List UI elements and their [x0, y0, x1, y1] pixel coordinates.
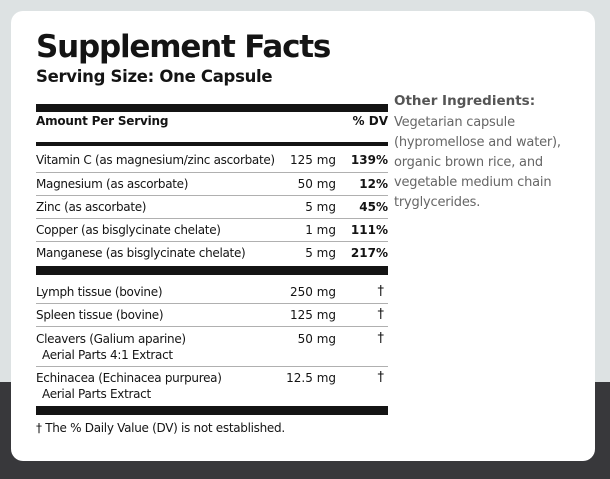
table-row: Spleen tissue (bovine) 125 mg † [36, 307, 388, 323]
table-row: Echinacea (Echinacea purpurea) Aerial Pa… [36, 370, 388, 402]
ingredient-subname: Aerial Parts Extract [42, 387, 151, 401]
ingredient-name: Cleavers (Galium aparine) [36, 332, 186, 346]
nutrient-name: Manganese (as bisglycinate chelate) [36, 246, 246, 260]
thick-divider-middle [36, 266, 388, 275]
nutrient-name: Vitamin C (as magnesium/zinc ascorbate) [36, 153, 275, 167]
row-divider [36, 218, 388, 219]
nutrient-name: Copper (as bisglycinate chelate) [36, 223, 221, 237]
row-divider [36, 172, 388, 173]
row-divider [36, 366, 388, 367]
thick-divider-bottom [36, 406, 388, 415]
row-divider [36, 241, 388, 242]
nutrient-amount: 5 mg [305, 200, 336, 214]
dagger-mark: † [377, 307, 385, 322]
amount-per-serving-label: Amount Per Serving [36, 114, 169, 128]
ingredient-subname: Aerial Parts 4:1 Extract [42, 348, 173, 362]
nutrient-amount: 125 mg [289, 153, 336, 167]
nutrient-dv: 12% [359, 177, 388, 191]
footnote: † The % Daily Value (DV) is not establis… [36, 421, 285, 435]
dagger-mark: † [377, 331, 385, 346]
ingredient-name: Echinacea (Echinacea purpurea) [36, 371, 222, 385]
nutrient-dv: 45% [359, 200, 388, 214]
daily-value-header: % DV [352, 114, 388, 128]
ingredient-amount: 12.5 mg [286, 371, 336, 385]
table-row: Cleavers (Galium aparine) Aerial Parts 4… [36, 331, 388, 363]
dagger-mark: † [377, 284, 385, 299]
table-row: Manganese (as bisglycinate chelate) 5 mg… [36, 245, 388, 261]
other-ingredients-title: Other Ingredients: [394, 93, 536, 109]
supplement-facts-title: Supplement Facts [36, 29, 331, 65]
table-row: Copper (as bisglycinate chelate) 1 mg 11… [36, 222, 388, 238]
nutrient-dv: 111% [350, 223, 388, 237]
table-header-row: Amount Per Serving % DV [36, 114, 388, 134]
table-row: Vitamin C (as magnesium/zinc ascorbate) … [36, 152, 388, 168]
row-divider [36, 195, 388, 196]
medium-divider [36, 142, 388, 146]
nutrient-dv: 217% [350, 246, 388, 260]
dagger-mark: † [377, 370, 385, 385]
nutrient-dv: 139% [350, 153, 388, 167]
ingredient-amount: 50 mg [297, 332, 336, 346]
serving-size: Serving Size: One Capsule [36, 67, 273, 86]
table-row: Zinc (as ascorbate) 5 mg 45% [36, 199, 388, 215]
ingredient-amount: 125 mg [289, 308, 336, 322]
table-row: Lymph tissue (bovine) 250 mg † [36, 284, 388, 300]
nutrient-name: Zinc (as ascorbate) [36, 200, 147, 214]
row-divider [36, 303, 388, 304]
nutrient-name: Magnesium (as ascorbate) [36, 177, 189, 191]
thick-divider-top [36, 104, 388, 112]
nutrient-amount: 50 mg [297, 177, 336, 191]
ingredient-name: Spleen tissue (bovine) [36, 308, 164, 322]
nutrient-amount: 1 mg [305, 223, 336, 237]
ingredient-name: Lymph tissue (bovine) [36, 285, 163, 299]
ingredient-amount: 250 mg [289, 285, 336, 299]
nutrient-amount: 5 mg [305, 246, 336, 260]
table-row: Magnesium (as ascorbate) 50 mg 12% [36, 176, 388, 192]
other-ingredients-text: Vegetarian capsule (hypromellose and wat… [394, 115, 561, 210]
supplement-facts-card [11, 11, 595, 461]
row-divider [36, 326, 388, 327]
